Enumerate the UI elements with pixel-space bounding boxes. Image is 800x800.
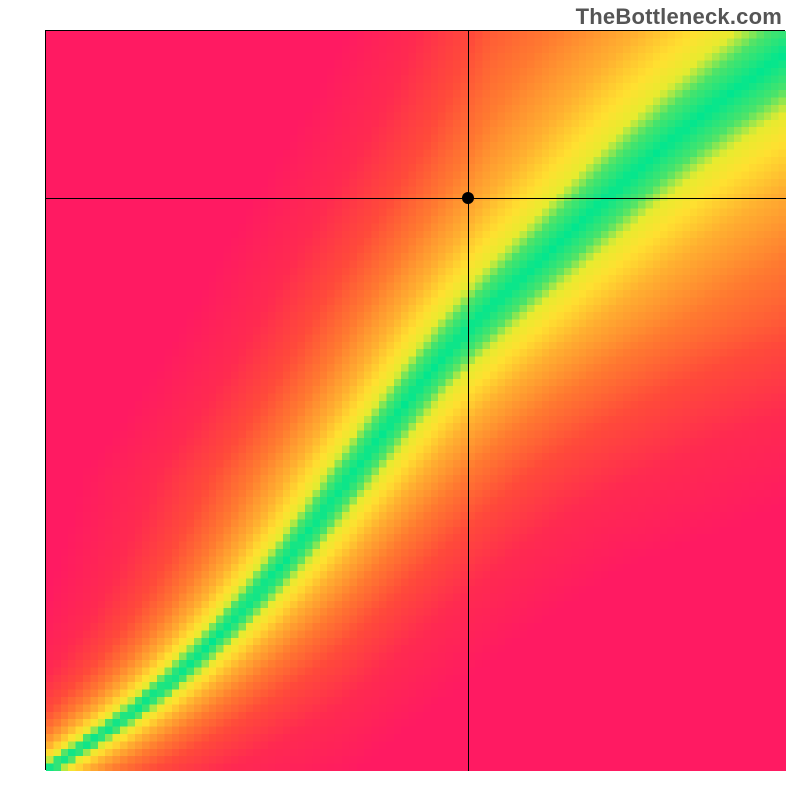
chart-container: TheBottleneck.com — [0, 0, 800, 800]
crosshair-dot — [462, 192, 474, 204]
crosshair-horizontal-line — [46, 198, 786, 199]
plot-frame — [45, 30, 785, 770]
watermark-text: TheBottleneck.com — [576, 4, 782, 30]
crosshair-vertical-line — [468, 31, 469, 771]
heatmap-canvas — [46, 31, 786, 771]
